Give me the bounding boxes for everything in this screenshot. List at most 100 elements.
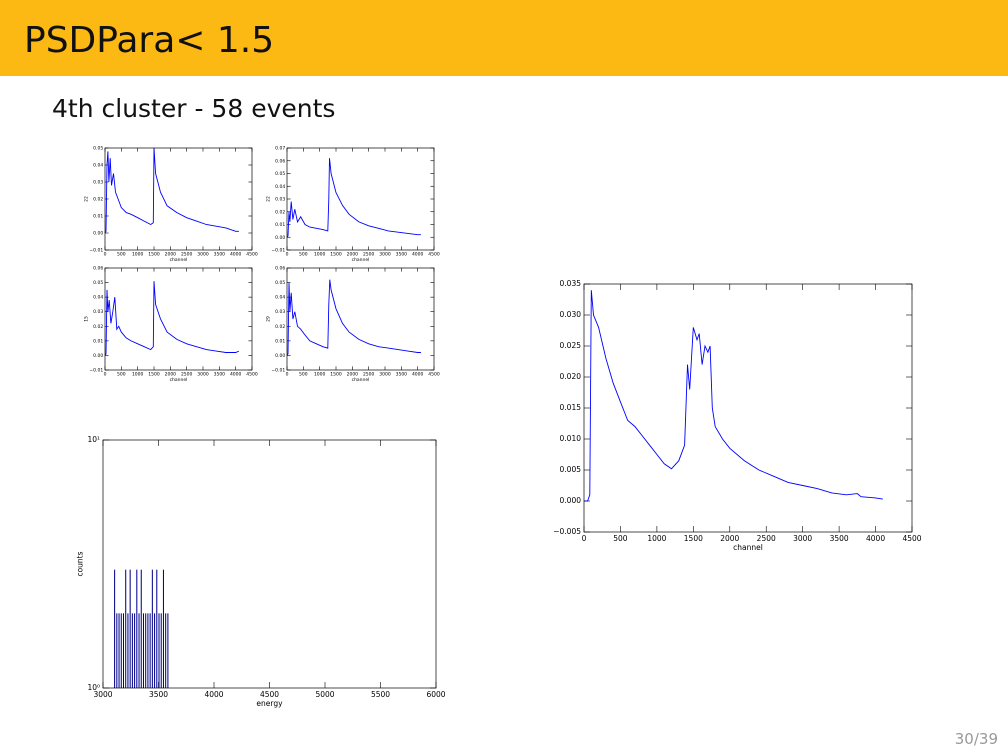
x-tick-label: 1000 [314,372,326,378]
hist-bar [151,569,153,688]
hist-bar [167,613,169,688]
y-tick-label: 0.00 [93,231,103,237]
data-line [104,281,240,356]
hist-bar [134,613,136,688]
x-tick-label: 0 [582,534,587,543]
x-tick-label: 0 [104,372,107,378]
y-tick-label: 0.020 [560,372,582,381]
x-tick-label: 3500 [214,372,226,378]
x-tick-label: 2500 [363,372,375,378]
x-tick-label: 0 [104,252,107,258]
x-tick-label: 1500 [684,534,703,543]
slide-title: PSDPara< 1.5 [24,20,275,61]
x-tick-label: 1000 [314,252,326,258]
y-tick-label: −0.01 [271,248,285,254]
x-tick-label: 500 [117,252,126,258]
y-tick-label: 0.04 [93,163,103,169]
data-line [286,279,421,356]
hist-bar [116,613,118,688]
y-axis-label: 22 [84,196,90,202]
x-tick-label: 4000 [230,372,242,378]
plot-frame [102,439,437,689]
hist-bar [129,569,131,688]
x-tick-label: 500 [613,534,628,543]
x-tick-label: 2000 [347,372,359,378]
x-tick-label: 1500 [330,252,342,258]
y-tick-label: 0.01 [275,222,285,228]
x-tick-label: 4000 [412,372,424,378]
x-tick-label: 3000 [793,534,812,543]
y-tick-label: 0.05 [93,280,103,286]
plot-frame [583,283,913,533]
x-tick-label: 3500 [396,252,408,258]
y-tick-label: 10¹ [87,435,100,444]
data-line [104,147,239,234]
y-tick-label: 0.02 [93,324,103,330]
x-tick-label: 0 [286,252,289,258]
x-tick-label: 4500 [246,372,258,378]
x-axis-label: energy [256,699,283,708]
hist-bar [127,613,129,688]
y-tick-label: 0.01 [93,214,103,220]
hist-bar [142,613,144,688]
y-tick-label: 0.04 [275,184,285,190]
x-tick-label: 5000 [315,690,334,699]
x-tick-label: 2500 [181,372,193,378]
x-tick-label: 3000 [379,372,391,378]
x-tick-label: 3500 [149,690,168,699]
plot-frame [286,147,435,251]
y-tick-label: 10⁰ [87,683,100,692]
hist-bar [147,613,149,688]
plot-frame [104,147,253,251]
x-tick-label: 2000 [165,252,177,258]
y-tick-label: 0.07 [275,146,285,152]
hist-bar [165,613,167,688]
x-tick-label: 4000 [230,252,242,258]
subtitle: 4th cluster - 58 events [52,94,336,123]
x-tick-label: 5500 [371,690,390,699]
y-axis-label: 22 [266,196,272,202]
y-axis-label: 29 [266,316,272,322]
x-axis-label: channel [733,543,763,552]
x-tick-label: 2000 [347,252,359,258]
y-tick-label: 0.01 [93,338,103,344]
plot-frame [104,267,253,371]
x-tick-label: 3000 [93,690,112,699]
x-tick-label: 3500 [214,252,226,258]
plot-frame [286,267,435,371]
page-number: 30/39 [954,730,998,748]
x-tick-label: 2500 [757,534,776,543]
y-tick-label: 0.03 [93,180,103,186]
y-tick-label: 0.010 [560,434,582,443]
y-tick-label: 0.015 [560,403,582,412]
y-tick-label: 0.000 [560,496,582,505]
y-axis-label: 15 [84,316,90,322]
hist-bar [160,613,162,688]
x-tick-label: 3500 [396,372,408,378]
y-axis-label: counts [76,551,85,576]
y-tick-label: 0.01 [275,338,285,344]
y-tick-label: 0.05 [275,280,285,286]
x-tick-label: 1000 [132,252,144,258]
x-tick-label: 6000 [426,690,445,699]
y-tick-label: 0.03 [93,309,103,315]
x-axis-label: channel [352,377,370,383]
x-tick-label: 4500 [246,252,258,258]
y-tick-label: 0.00 [275,353,285,359]
hist-bar [136,569,138,688]
x-tick-label: 500 [117,372,126,378]
y-tick-label: 0.05 [93,146,103,152]
y-tick-label: 0.025 [560,341,582,350]
y-tick-label: 0.03 [275,197,285,203]
y-tick-label: 0.05 [275,171,285,177]
hist-bar [138,613,140,688]
y-tick-label: −0.01 [271,368,285,374]
x-tick-label: 1500 [330,372,342,378]
hist-bar [154,613,156,688]
y-tick-label: 0.04 [93,295,103,301]
x-tick-label: 1000 [132,372,144,378]
hist-bar [114,569,116,688]
y-tick-label: 0.06 [93,266,103,272]
